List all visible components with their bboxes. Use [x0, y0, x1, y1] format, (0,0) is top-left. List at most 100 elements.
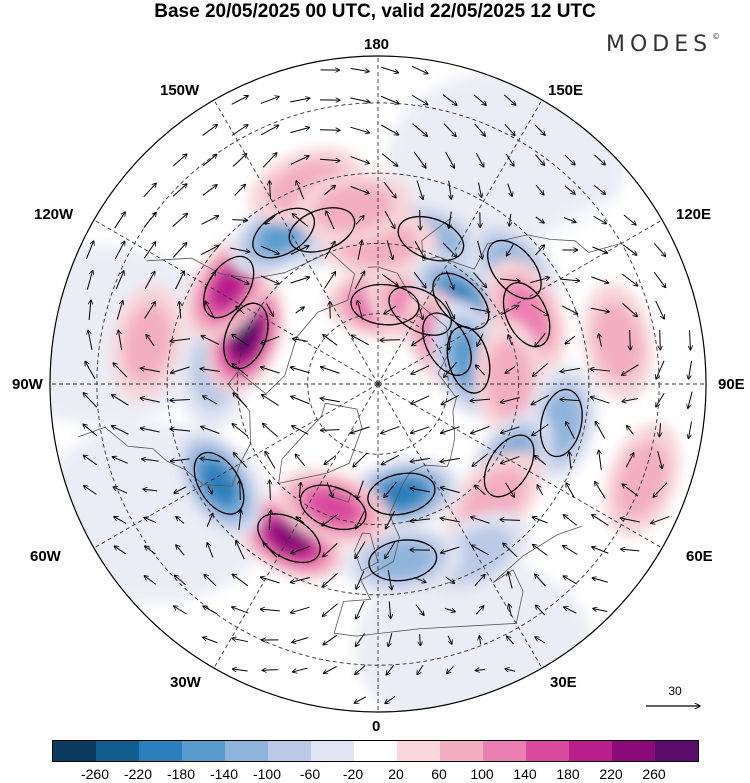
wind-arrow: [535, 216, 544, 223]
wind-arrow: [232, 607, 249, 614]
wind-arrow: [509, 604, 512, 617]
wind-arrow: [477, 240, 483, 259]
wind-arrow: [203, 637, 218, 644]
wind-arrow: [591, 397, 610, 404]
colorbar-swatch: [53, 741, 96, 761]
wind-arrow: [569, 452, 571, 469]
wind-arrow: [410, 457, 430, 461]
wind-arrow: [592, 515, 609, 526]
wind-arrow: [592, 578, 608, 583]
wind-arrow: [295, 454, 306, 467]
wind-arrow: [475, 365, 485, 376]
wind-arrow: [532, 363, 548, 376]
wind-arrow: [383, 181, 396, 198]
wind-arrow: [202, 154, 217, 167]
wind-arrow: [593, 608, 608, 613]
colorbar: [52, 740, 699, 762]
label-120w: 120W: [34, 206, 74, 223]
wind-arrow: [350, 186, 370, 194]
wind-arrow: [477, 182, 481, 197]
wind-arrow: [204, 574, 217, 586]
wind-arrow: [232, 669, 248, 671]
brand-name: MODES: [606, 32, 713, 57]
wind-arrow: [319, 159, 340, 161]
graticule: [50, 56, 706, 712]
colorbar-swatch: [354, 741, 397, 761]
wind-arrow: [261, 367, 280, 374]
wind-arrow: [239, 510, 241, 530]
wind-arrow: [655, 300, 665, 319]
wind-arrow: [563, 546, 578, 555]
wind-arrow: [413, 271, 426, 288]
wind-arrow: [322, 603, 339, 617]
wind-arrow: [203, 606, 218, 615]
wind-arrow: [473, 272, 486, 287]
wind-arrow: [207, 543, 214, 558]
map-title: Base 20/05/2025 00 UTC, valid 22/05/2025…: [154, 1, 596, 22]
wind-arrow: [660, 329, 661, 350]
wind-arrow: [145, 546, 156, 555]
wind-arrow: [115, 271, 124, 290]
wind-arrow: [656, 392, 665, 407]
wind-arrow: [381, 66, 398, 73]
wind-arrow: [118, 330, 123, 350]
wind-arrow: [172, 243, 187, 258]
wind-arrow: [535, 574, 546, 587]
wind-arrow: [299, 482, 301, 498]
wind-arrow: [266, 303, 274, 317]
wind-arrow: [140, 398, 160, 403]
wind-arrow: [504, 123, 515, 135]
wind-arrow: [414, 241, 425, 258]
wind-arrow: [381, 153, 398, 167]
wind-arrow: [143, 489, 158, 491]
wind-arrow: [262, 670, 278, 671]
wind-arrow: [595, 421, 606, 439]
colorbar-tick-label: 60: [431, 766, 447, 782]
wind-arrow: [622, 302, 638, 316]
wind-arrow: [688, 391, 693, 409]
wind-arrow: [445, 151, 455, 168]
meridian-line: [213, 99, 379, 385]
colorbar-tick-label: -260: [80, 766, 110, 782]
wind-arrow: [172, 184, 187, 197]
wind-arrow: [560, 399, 581, 400]
wind-arrow: [232, 364, 249, 377]
wind-arrow: [505, 482, 515, 497]
coastline: [278, 402, 363, 484]
colorbar-swatch: [225, 741, 268, 761]
wind-arrow: [83, 393, 98, 408]
wind-arrow: [113, 487, 128, 494]
wind-arrow: [566, 421, 575, 439]
wind-arrow: [622, 484, 639, 497]
wind-arrow: [260, 125, 279, 136]
wind-arrow: [620, 518, 640, 523]
wind-arrow: [290, 367, 310, 374]
wind-arrow: [411, 94, 428, 104]
wind-arrow: [532, 517, 548, 524]
anomaly-blob: [211, 266, 246, 308]
wind-arrow: [653, 482, 668, 498]
colorbar-tick-label: 260: [642, 766, 666, 782]
label-120e: 120E: [676, 206, 712, 223]
wind-arrow: [443, 123, 456, 137]
wind-arrow: [202, 125, 218, 136]
wind-arrow: [533, 545, 548, 556]
wind-arrow: [89, 300, 91, 321]
wind-arrow: [594, 154, 606, 165]
wind-arrow: [322, 513, 339, 526]
wind-arrow: [351, 335, 369, 346]
wind-arrow: [385, 510, 395, 529]
wind-arrow: [85, 361, 96, 379]
contour-loop: [368, 539, 438, 582]
wind-arrow: [500, 279, 520, 281]
wind-arrow: [442, 242, 457, 257]
wind-arrow: [630, 329, 631, 350]
contour-loop: [299, 484, 367, 531]
wind-arrow: [475, 669, 485, 670]
wind-arrow: [505, 669, 516, 671]
label-30e: 30E: [550, 674, 577, 691]
wind-arrow: [232, 334, 249, 346]
wind-arrow: [290, 98, 310, 103]
wind-arrow: [441, 426, 460, 434]
wind-arrow: [174, 486, 187, 493]
